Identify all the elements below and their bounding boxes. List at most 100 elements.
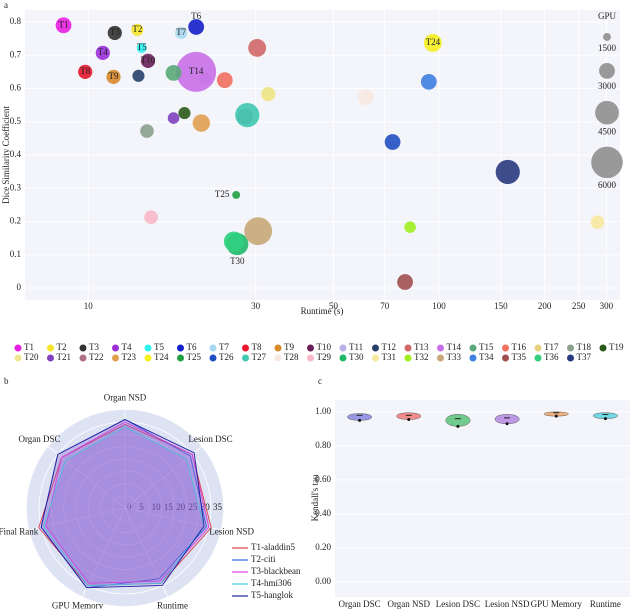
point-label: T1 (59, 19, 69, 29)
bubble (165, 64, 182, 81)
r-tick-label: 35 (213, 502, 223, 512)
point-label: T10 (141, 55, 156, 65)
legend-marker (14, 354, 22, 362)
legend-marker (437, 354, 444, 362)
legend-marker (307, 354, 314, 362)
x-tick-label: 150 (494, 301, 508, 311)
legend-label: T17 (544, 342, 559, 352)
legend-label: T27 (252, 352, 267, 362)
size-legend-title: GPU (598, 11, 617, 21)
bubble (232, 190, 241, 199)
bubble (131, 23, 144, 37)
bubble (188, 19, 205, 35)
radar-axis-label: Organ NSD (104, 393, 147, 403)
legend-label: T21 (57, 352, 72, 362)
legend-label: T24 (154, 352, 169, 362)
size-legend-label: 4500 (598, 127, 617, 137)
x-tick-label: 50 (329, 301, 339, 311)
legend-label: T13 (414, 342, 429, 352)
legend-marker (242, 354, 249, 362)
bubble (55, 17, 72, 34)
legend-label: T18 (577, 342, 592, 352)
legend-label: T20 (24, 352, 39, 362)
legend-marker (112, 344, 119, 352)
r-tick-label: 0 (127, 502, 132, 512)
point-label: T30 (230, 256, 245, 266)
legend-label: T1-aladdin5 (251, 542, 295, 552)
bubble (261, 87, 276, 102)
x-tick-label: 250 (572, 301, 586, 311)
legend-marker (274, 354, 282, 362)
bubble (248, 38, 267, 57)
legend-marker (79, 354, 87, 362)
legend-label: T28 (284, 352, 299, 362)
radar-axis (124, 446, 203, 509)
violin-min (603, 417, 607, 421)
y-tick-label: 1.00 (315, 406, 331, 416)
bubble (223, 231, 244, 252)
legend-marker (469, 344, 477, 352)
legend-label: T1 (24, 342, 34, 352)
radar-axis (124, 507, 221, 531)
radar-axis-label: Runtime (157, 601, 188, 609)
point-label: T9 (109, 71, 119, 81)
x-tick-label: GPU Memory (531, 599, 583, 609)
legend-label: T32 (414, 352, 429, 362)
panel-label: a (4, 0, 8, 10)
legend-label: T12 (382, 342, 397, 352)
point-label: T4 (98, 47, 108, 57)
legend-label: T2 (57, 342, 67, 352)
bubble (144, 210, 158, 225)
legend-label: T33 (447, 352, 462, 362)
x-tick-label: Organ DSC (339, 599, 381, 609)
bubble (357, 89, 374, 106)
legend-marker (274, 344, 282, 352)
legend-marker (502, 354, 509, 362)
legend-marker (144, 354, 152, 362)
y-tick-label: 0.6 (10, 83, 22, 93)
legend-label: T9 (284, 342, 294, 352)
radar-axis-label: Lesion DSC (188, 434, 232, 444)
bubble (140, 124, 154, 138)
radar-axis (81, 507, 126, 597)
y-tick-label: 0.8 (10, 16, 22, 26)
bubble (132, 69, 145, 82)
r-tick-label: 20 (176, 502, 186, 512)
legend-label: T10 (317, 342, 332, 352)
radar-axis-label: GPU Memory (52, 601, 104, 609)
panel-label: b (4, 376, 9, 386)
legend-label: T5 (154, 342, 164, 352)
legend-marker (567, 344, 574, 352)
legend-marker (144, 344, 152, 352)
size-legend-label: 6000 (598, 180, 617, 190)
violin-min (456, 424, 460, 428)
legend-label: T22 (89, 352, 104, 362)
violin-min (505, 422, 509, 426)
legend-label: T19 (609, 342, 624, 352)
legend-marker (534, 344, 542, 352)
point-label: T14 (189, 66, 204, 76)
x-tick-label: 200 (538, 301, 552, 311)
legend-label: T26 (219, 352, 234, 362)
point-label: T8 (80, 66, 90, 76)
legend-label: T25 (187, 352, 202, 362)
legend-label: T37 (577, 352, 592, 362)
bubble (590, 215, 605, 230)
bubble (140, 53, 156, 68)
y-tick-label: 0.00 (315, 576, 331, 586)
legend-label: T4 (122, 342, 132, 352)
panel-label: c (318, 376, 322, 386)
radar-axis (29, 507, 126, 531)
x-tick-label: 100 (432, 301, 446, 311)
violin-min (554, 414, 558, 418)
x-tick-label: Runtime (590, 599, 621, 609)
legend-marker (14, 344, 22, 352)
r-tick-label: 10 (152, 502, 162, 512)
bubble (78, 64, 93, 79)
legend-label: T14 (447, 342, 462, 352)
bubble (175, 26, 188, 39)
legend-marker (502, 344, 509, 352)
legend-marker (177, 354, 184, 362)
x-tick-label: 70 (380, 301, 390, 311)
radar-series (40, 419, 205, 589)
